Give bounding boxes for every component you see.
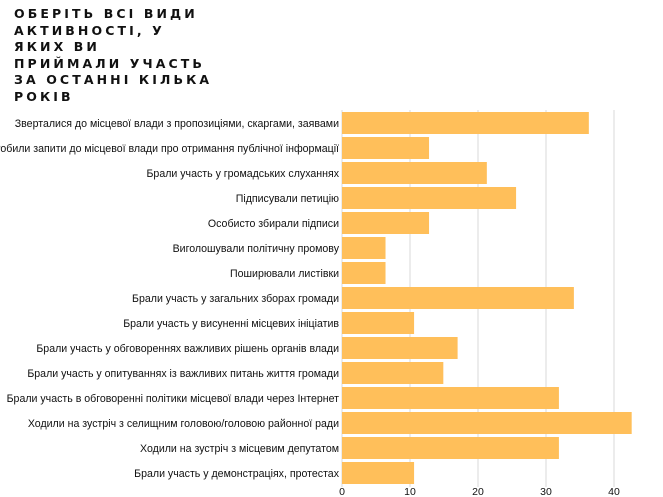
chart-title-line: ОБЕРІТЬ ВСІ ВИДИ [14, 6, 198, 21]
category-label: Робили запити до місцевої влади про отри… [0, 143, 339, 155]
chart-title-line: ПРИЙМАЛИ УЧАСТЬ [14, 55, 205, 71]
bar [342, 437, 559, 459]
category-label: Брали участь у громадських слуханнях [146, 168, 339, 180]
bar [342, 462, 415, 484]
x-tick-label: 30 [540, 486, 552, 497]
category-label: Підписували петицію [236, 193, 339, 205]
chart-title-line: АКТИВНОСТІ, У [14, 22, 165, 38]
bar [342, 137, 430, 159]
bar [342, 312, 415, 334]
bar [342, 287, 574, 309]
bar [342, 112, 589, 134]
bar [342, 362, 444, 384]
chart-title-line: ЯКИХ ВИ [14, 39, 100, 55]
bar [342, 187, 517, 209]
chart-title-line: ЗА ОСТАННІ КІЛЬКА [14, 72, 213, 88]
bar [342, 337, 458, 359]
chart-title-line: РОКІВ [14, 88, 74, 104]
bar [342, 212, 430, 234]
category-label: Ходили на зустріч з місцевим депутатом [140, 443, 339, 455]
bar [342, 412, 632, 434]
x-tick-label: 20 [472, 486, 484, 497]
category-label: Зверталися до місцевої влади з пропозиці… [15, 118, 339, 130]
bar [342, 387, 559, 409]
category-label: Виголошували політичну промову [173, 243, 340, 255]
category-label: Брали участь в обговоренні політики місц… [7, 393, 340, 405]
category-label: Брали участь у загальних зборах громади [132, 293, 339, 305]
category-label: Брали участь у опитуваннях із важливих п… [27, 368, 339, 380]
bar [342, 237, 386, 259]
category-label: Ходили на зустріч з селищним головою/гол… [28, 418, 339, 430]
category-label: Брали участь у обговореннях важливих ріш… [36, 343, 339, 355]
x-tick-label: 0 [339, 486, 345, 497]
bar [342, 162, 487, 184]
category-label: Поширювали листівки [230, 268, 339, 280]
chart-title: ОБЕРІТЬ ВСІ ВИДИ АКТИВНОСТІ, У ЯКИХ ВИ ПРИЙ… [14, 6, 244, 106]
category-label: Особисто збирали підписи [208, 218, 339, 230]
x-tick-label: 40 [608, 486, 620, 497]
x-tick-label: 10 [404, 486, 416, 497]
category-label: Брали участь у демонстраціях, протестах [134, 468, 340, 480]
bar [342, 262, 386, 284]
category-label: Брали участь у висуненні місцевих ініціа… [123, 318, 339, 330]
